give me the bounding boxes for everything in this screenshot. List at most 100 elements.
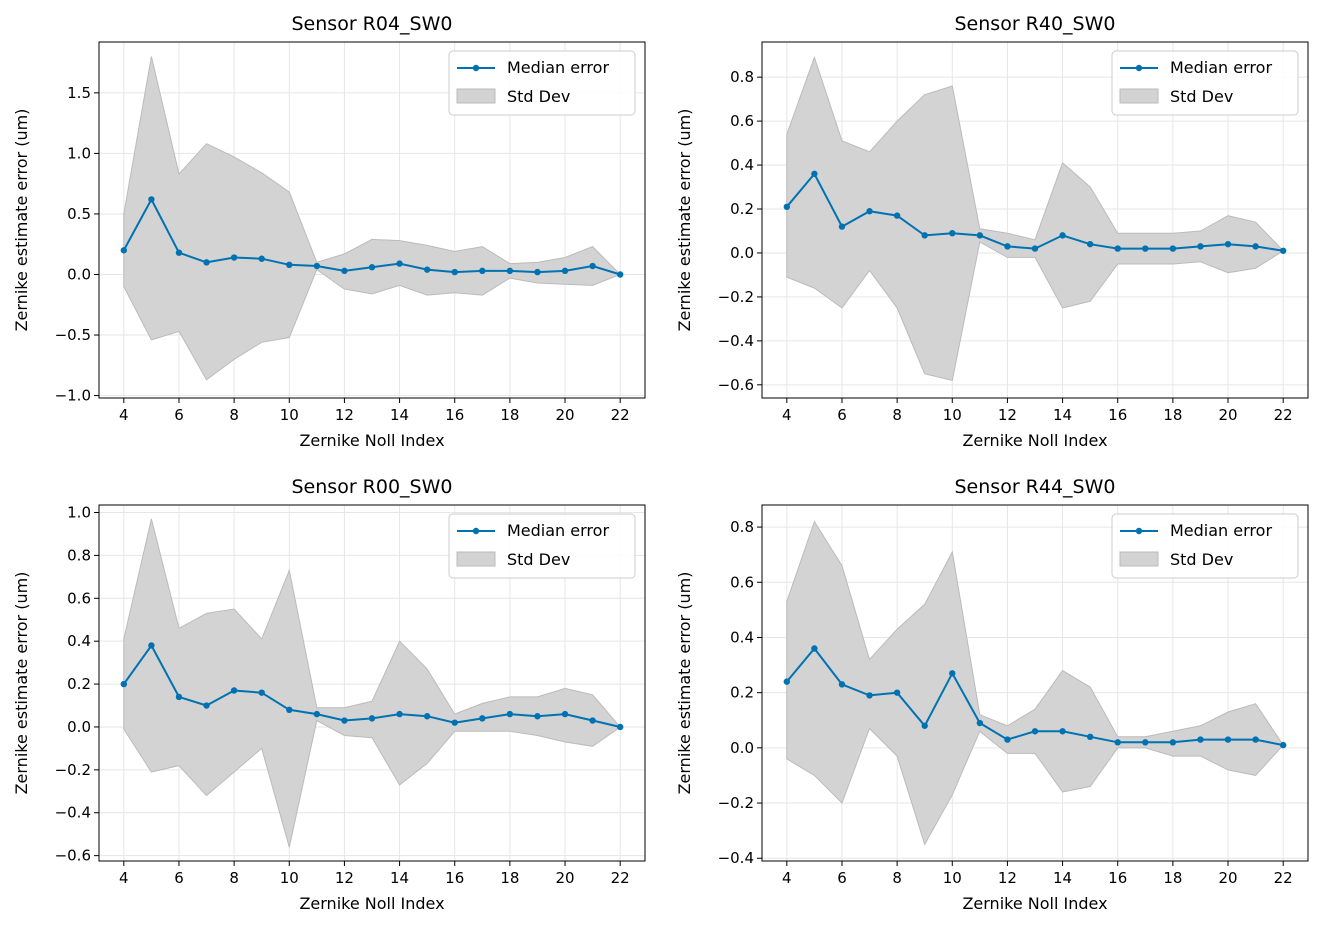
median-error-point [423, 713, 431, 720]
legend-marker-swatch [472, 64, 480, 72]
median-error-point [175, 693, 183, 701]
legend-marker-swatch [1135, 527, 1143, 535]
median-error-point [1114, 739, 1121, 746]
legend-band-swatch [456, 551, 496, 567]
x-tick-label: 4 [782, 406, 792, 424]
median-error-point [783, 678, 791, 685]
legend-entry-std-dev: Std Dev [1170, 550, 1233, 569]
median-error-point [341, 267, 348, 275]
median-error-point [949, 229, 956, 237]
x-tick-label: 18 [1163, 406, 1182, 424]
y-tick-label: 0.6 [67, 589, 91, 607]
x-tick-label: 14 [1053, 869, 1072, 887]
median-error-point [1197, 736, 1204, 743]
legend: Median error Std Dev [448, 513, 636, 579]
y-tick-label: 0.2 [67, 675, 91, 693]
y-tick-label: 0.8 [730, 518, 754, 536]
median-error-point [1279, 741, 1287, 749]
chart-title: Sensor R00_SW0 [292, 476, 453, 498]
median-error-point [506, 710, 514, 718]
median-error-point [1252, 243, 1259, 250]
axes-frame [98, 504, 646, 862]
median-error-point [396, 710, 403, 718]
legend-entry-std-dev: Std Dev [507, 87, 570, 106]
legend-entry-median: Median error [507, 521, 609, 540]
median-error-point [616, 271, 624, 278]
median-error-point [1197, 243, 1204, 250]
y-tick-label: 1.0 [67, 144, 91, 162]
y-tick-label: 0.0 [67, 718, 91, 736]
median-error-point [921, 232, 928, 239]
y-axis-label: Zernike estimate error (um) [675, 109, 694, 332]
legend-band-swatch [456, 88, 496, 104]
median-error-point [175, 249, 183, 256]
x-tick-label: 20 [1218, 869, 1237, 887]
y-axis-label: Zernike estimate error (um) [675, 572, 694, 795]
y-tick-label: 1.5 [67, 84, 91, 102]
y-tick-label: −0.6 [718, 376, 754, 394]
chart-title: Sensor R40_SW0 [955, 13, 1116, 35]
median-error-point [893, 689, 901, 696]
x-axis-label: Zernike Noll Index [962, 431, 1107, 450]
chart-panel-4: 4 6 8 10 12 14 16 18 20 22 −0.4 −0.2 0.0 0.2 0.4 0.6 0.8… [675, 476, 1309, 913]
median-error-point [479, 715, 486, 722]
legend-entry-median: Median error [1170, 521, 1272, 540]
y-tick-label: 0.8 [730, 68, 754, 86]
chart-panel-3: 4 6 8 10 12 14 16 18 20 22 −0.6 −0.4 −0.2 0.0 0.2 0.4 0.… [12, 476, 646, 913]
legend-entry-std-dev: Std Dev [507, 550, 570, 569]
median-error-point [1086, 733, 1094, 741]
legend: Median error Std Dev [448, 50, 636, 116]
median-error-point [230, 687, 238, 694]
x-tick-label: 22 [1274, 869, 1293, 887]
median-error-point [368, 264, 376, 271]
x-tick-label: 10 [280, 869, 299, 887]
median-error-point [313, 710, 321, 718]
x-tick-label: 8 [892, 869, 902, 887]
x-tick-label: 12 [335, 406, 354, 424]
legend-marker-swatch [472, 527, 480, 535]
median-error-point [534, 713, 541, 720]
y-axis-label: Zernike estimate error (um) [12, 572, 31, 795]
y-tick-label: 0.8 [67, 546, 91, 564]
median-error-point [589, 262, 596, 270]
median-error-point [313, 262, 321, 270]
x-tick-label: 4 [119, 869, 129, 887]
median-error-point [1142, 245, 1149, 252]
median-error-point [949, 670, 956, 677]
y-tick-label: −0.4 [718, 849, 754, 867]
chart-panel-2: 4 6 8 10 12 14 16 18 20 22 −0.6 −0.4 −0.2 0.0 0.2 0.4 0.… [675, 13, 1309, 450]
y-tick-label: 0.4 [730, 628, 754, 646]
y-tick-label: −0.4 [718, 332, 754, 350]
median-error-point [1086, 240, 1094, 248]
median-error-point [866, 208, 873, 215]
median-error-point [148, 196, 155, 203]
median-error-point [783, 203, 791, 211]
median-error-point [396, 260, 403, 267]
y-tick-label: 0.0 [730, 739, 754, 757]
median-error-point [120, 247, 128, 254]
x-tick-label: 14 [390, 406, 409, 424]
legend-band-swatch [1119, 88, 1159, 104]
x-tick-label: 8 [229, 406, 239, 424]
median-error-point [506, 267, 514, 275]
std-dev-band [123, 518, 621, 848]
median-error-point [561, 267, 569, 275]
axes-frame [761, 504, 1309, 862]
y-tick-label: −0.2 [718, 794, 754, 812]
x-tick-label: 6 [837, 869, 847, 887]
median-error-point [1004, 736, 1011, 743]
x-tick-label: 4 [119, 406, 129, 424]
legend-entry-median: Median error [1170, 58, 1272, 77]
chart-title: Sensor R44_SW0 [955, 476, 1116, 498]
median-error-point [893, 212, 901, 219]
x-tick-label: 10 [943, 869, 962, 887]
y-axis-label: Zernike estimate error (um) [12, 109, 31, 332]
x-tick-label: 22 [611, 869, 630, 887]
y-tick-label: −0.6 [55, 847, 91, 865]
y-tick-label: −0.4 [55, 804, 91, 822]
median-error-point [811, 645, 818, 652]
x-tick-label: 20 [555, 406, 574, 424]
median-error-point [1031, 245, 1039, 252]
y-tick-label: 0.4 [730, 156, 754, 174]
